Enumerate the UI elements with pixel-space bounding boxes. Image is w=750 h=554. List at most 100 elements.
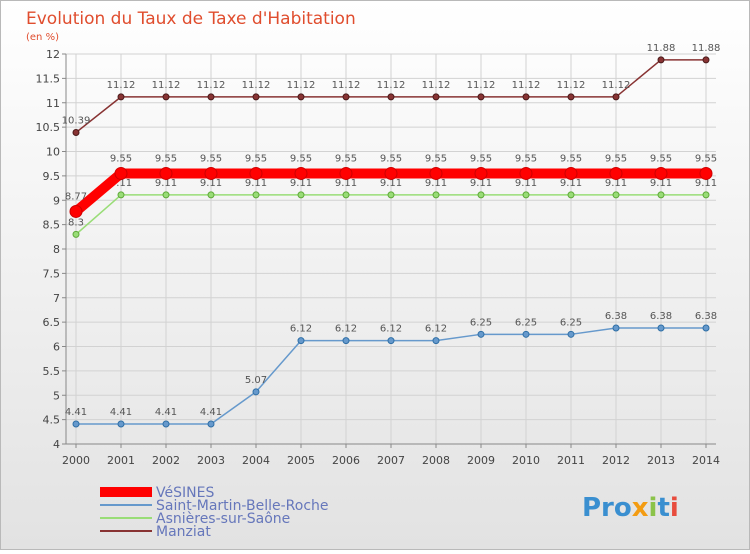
data-label: 9.11: [155, 178, 177, 189]
x-tick-label: 2002: [152, 454, 180, 467]
svg-text:Proxiti: Proxiti: [582, 493, 679, 523]
x-tick-labels: 2000 2001 2002 2003 2004 2005 2006 2007 2008 2009…: [62, 444, 720, 467]
y-tick-label: 9: [53, 194, 60, 207]
y-tick-label: 8.5: [43, 219, 61, 232]
x-tick-label: 2014: [692, 454, 720, 467]
series-2: 8.3 9.11 9.11 9.11 9.11 9.11 9.11 9.11 9.11 9.11 9…: [68, 178, 717, 238]
data-label: 9.55: [605, 153, 627, 164]
data-point: [117, 93, 125, 101]
y-tick-label: 6.5: [43, 316, 61, 329]
data-point: [69, 204, 83, 218]
data-label: 9.11: [200, 178, 222, 189]
data-label: 11.12: [422, 80, 451, 91]
data-label: 9.55: [470, 153, 492, 164]
data-point: [252, 191, 260, 199]
data-point: [162, 420, 170, 428]
data-point: [519, 166, 533, 180]
data-point: [297, 337, 305, 345]
data-label: 9.55: [290, 153, 312, 164]
y-tick-label: 8: [53, 243, 60, 256]
legend-item: Asnières-sur-Saône: [100, 511, 290, 527]
data-label: 11.12: [242, 80, 271, 91]
data-label: 11.12: [377, 80, 406, 91]
data-label: 11.12: [107, 80, 136, 91]
data-point: [297, 93, 305, 101]
y-tick-label: 5: [53, 389, 60, 402]
legend-label: Saint-Martin-Belle-Roche: [156, 498, 329, 514]
data-point: [522, 93, 530, 101]
data-label: 6.38: [695, 311, 717, 322]
data-point: [207, 93, 215, 101]
proxiti-logo: Proxiti: [582, 493, 679, 523]
data-label: 9.11: [335, 178, 357, 189]
data-point: [654, 166, 668, 180]
y-tick-label: 10.5: [36, 121, 61, 134]
data-label: 9.11: [695, 178, 717, 189]
legend-swatch: [100, 487, 152, 497]
data-label: 10.39: [62, 115, 91, 126]
logo-text-i: i: [649, 493, 658, 523]
data-point: [252, 388, 260, 396]
y-tick-label: 11.5: [36, 72, 61, 85]
data-point: [567, 330, 575, 338]
y-tick-label: 12: [46, 48, 60, 61]
data-point: [162, 191, 170, 199]
x-tick-label: 2001: [107, 454, 135, 467]
data-point: [207, 420, 215, 428]
data-point: [477, 191, 485, 199]
data-point: [432, 337, 440, 345]
data-label: 9.11: [245, 178, 267, 189]
data-label: 9.55: [110, 153, 132, 164]
legend-item: Saint-Martin-Belle-Roche: [100, 498, 329, 514]
data-point: [387, 93, 395, 101]
data-label: 9.11: [290, 178, 312, 189]
data-point: [657, 191, 665, 199]
data-label: 9.11: [560, 178, 582, 189]
data-point: [702, 56, 710, 64]
x-tick-label: 2003: [197, 454, 225, 467]
data-label: 11.12: [512, 80, 541, 91]
data-point: [207, 191, 215, 199]
data-label: 9.11: [515, 178, 537, 189]
data-label: 9.11: [425, 178, 447, 189]
chart-subtitle: (en %): [26, 32, 59, 43]
data-label: 9.11: [605, 178, 627, 189]
logo-text-t: t: [657, 493, 669, 523]
data-point: [702, 324, 710, 332]
chart-title: Evolution du Taux de Taxe d'Habitation: [26, 9, 356, 29]
data-point: [249, 166, 263, 180]
data-point: [342, 191, 350, 199]
data-label: 11.12: [197, 80, 226, 91]
data-label: 9.55: [560, 153, 582, 164]
data-label: 9.11: [470, 178, 492, 189]
data-label: 9.55: [200, 153, 222, 164]
data-label: 9.55: [335, 153, 357, 164]
data-point: [432, 191, 440, 199]
x-tick-label: 2004: [242, 454, 270, 467]
data-label: 4.41: [155, 407, 177, 418]
data-label: 11.88: [692, 43, 721, 54]
data-label: 6.25: [515, 317, 537, 328]
data-point: [612, 191, 620, 199]
series-1: 4.41 4.41 4.41 4.41 5.07 6.12 6.12 6.12 6.12 6.25…: [65, 311, 717, 428]
data-point: [117, 420, 125, 428]
data-point: [567, 93, 575, 101]
x-tick-label: 2012: [602, 454, 630, 467]
data-label: 4.41: [110, 407, 132, 418]
data-point: [474, 166, 488, 180]
data-label: 9.55: [695, 153, 717, 164]
data-label: 11.12: [332, 80, 361, 91]
data-point: [204, 166, 218, 180]
data-label: 11.88: [647, 43, 676, 54]
data-label: 11.12: [467, 80, 496, 91]
data-label: 5.07: [245, 375, 267, 386]
data-label: 9.11: [380, 178, 402, 189]
y-tick-label: 6: [53, 341, 60, 354]
legend-label: Asnières-sur-Saône: [156, 511, 290, 527]
x-tick-label: 2007: [377, 454, 405, 467]
y-tick-label: 4.5: [43, 414, 61, 427]
data-label: 9.55: [155, 153, 177, 164]
logo-text-i2: i: [670, 493, 679, 523]
